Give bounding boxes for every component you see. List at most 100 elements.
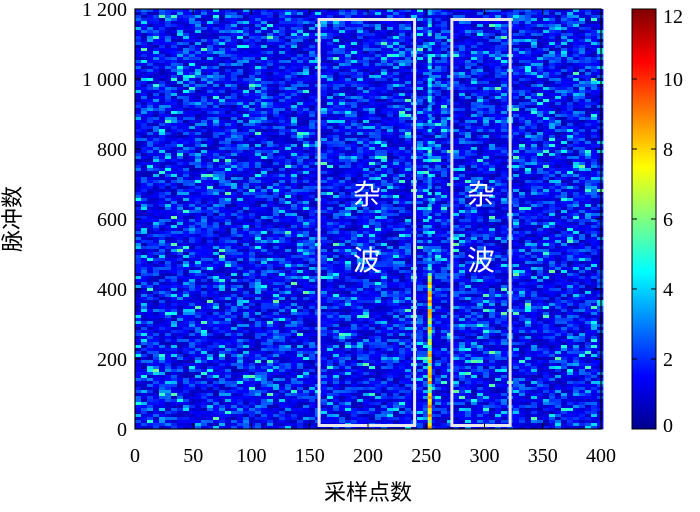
heatmap-cell [543, 165, 550, 169]
heatmap-cell [549, 114, 556, 118]
heatmap-cell [483, 102, 490, 106]
heatmap-cell [267, 42, 274, 46]
heatmap-cell [255, 66, 262, 70]
heatmap-cell [201, 36, 208, 40]
heatmap-cell [525, 114, 532, 118]
heatmap-cell [243, 63, 250, 67]
heatmap-cell [255, 57, 262, 61]
heatmap-cell [273, 18, 280, 22]
heatmap-cell [393, 69, 400, 73]
heatmap-cell [207, 195, 214, 199]
heatmap-cell [393, 123, 400, 127]
heatmap-cell [231, 69, 238, 73]
heatmap-cell [381, 135, 388, 139]
heatmap-cell [513, 177, 520, 181]
heatmap-cell [447, 63, 454, 67]
heatmap-cell [135, 12, 142, 16]
heatmap-cell [561, 147, 568, 151]
heatmap-cell [225, 42, 232, 46]
heatmap-cell [453, 60, 460, 64]
heatmap-cell [183, 69, 190, 73]
heatmap-cell [147, 33, 154, 37]
heatmap-cell [135, 186, 142, 190]
heatmap-cell [495, 117, 502, 121]
heatmap-cell [345, 129, 352, 133]
heatmap-cell [303, 153, 310, 157]
heatmap-cell [165, 129, 172, 133]
heatmap-cell [279, 9, 286, 13]
heatmap-cell [585, 138, 592, 142]
heatmap-cell [207, 66, 214, 70]
heatmap-cell [213, 27, 220, 31]
heatmap-cell [405, 117, 412, 121]
heatmap-cell [243, 96, 250, 100]
heatmap-cell [165, 45, 172, 49]
heatmap-cell [579, 96, 586, 100]
heatmap-cell [267, 192, 274, 196]
heatmap-cell [291, 186, 298, 190]
heatmap-cell [531, 159, 538, 163]
heatmap-cell [519, 51, 526, 55]
heatmap-cell [357, 105, 364, 109]
heatmap-cell [375, 93, 382, 97]
heatmap-cell [489, 183, 496, 187]
heatmap-cell [177, 45, 184, 49]
heatmap-cell [153, 39, 160, 43]
heatmap-cell [309, 153, 316, 157]
heatmap-cell [177, 63, 184, 67]
heatmap-cell [357, 51, 364, 55]
heatmap-cell [417, 114, 424, 118]
heatmap-cell [429, 198, 436, 202]
heatmap-cell [405, 108, 412, 112]
heatmap-cell [189, 153, 196, 157]
heatmap-cell [357, 138, 364, 142]
heatmap-cell [249, 90, 256, 94]
heatmap-cell [219, 198, 226, 202]
heatmap-cell [399, 120, 406, 124]
heatmap-cell [219, 24, 226, 28]
heatmap-cell [261, 180, 268, 184]
heatmap-cell [567, 27, 574, 31]
heatmap-cell [579, 147, 586, 151]
heatmap-cell [351, 102, 358, 106]
heatmap-cell [477, 75, 484, 79]
heatmap-cell [309, 93, 316, 97]
heatmap-cell [135, 198, 142, 202]
heatmap-cell [255, 69, 262, 73]
heatmap-cell [159, 156, 166, 160]
heatmap-cell [561, 144, 568, 148]
heatmap-cell [435, 129, 442, 133]
heatmap-cell [219, 15, 226, 19]
heatmap-cell [219, 54, 226, 58]
heatmap-cell [483, 93, 490, 97]
heatmap-cell [231, 27, 238, 31]
heatmap-cell [471, 21, 478, 25]
heatmap-cell [417, 39, 424, 43]
heatmap-cell [201, 84, 208, 88]
heatmap-cell [519, 24, 526, 28]
heatmap-cell [381, 159, 388, 163]
heatmap-cell [435, 36, 442, 40]
heatmap-cell [243, 18, 250, 22]
heatmap-cell [225, 150, 232, 154]
heatmap-cell [291, 102, 298, 106]
heatmap-cell [375, 102, 382, 106]
heatmap-cell [591, 120, 598, 124]
heatmap-cell [309, 132, 316, 136]
heatmap-cell [585, 165, 592, 169]
heatmap-cell [237, 84, 244, 88]
heatmap-cell [189, 138, 196, 142]
heatmap-cell [549, 189, 556, 193]
heatmap-cell [387, 81, 394, 85]
heatmap-cell [585, 60, 592, 64]
heatmap-cell [219, 144, 226, 148]
heatmap-cell [549, 108, 556, 112]
heatmap-cell [579, 159, 586, 163]
heatmap-cell [321, 156, 328, 160]
heatmap-cell [159, 93, 166, 97]
heatmap-cell [207, 84, 214, 88]
heatmap-cell [369, 27, 376, 31]
heatmap-cell [453, 162, 460, 166]
heatmap-cell [231, 198, 238, 202]
heatmap-cell [585, 117, 592, 121]
